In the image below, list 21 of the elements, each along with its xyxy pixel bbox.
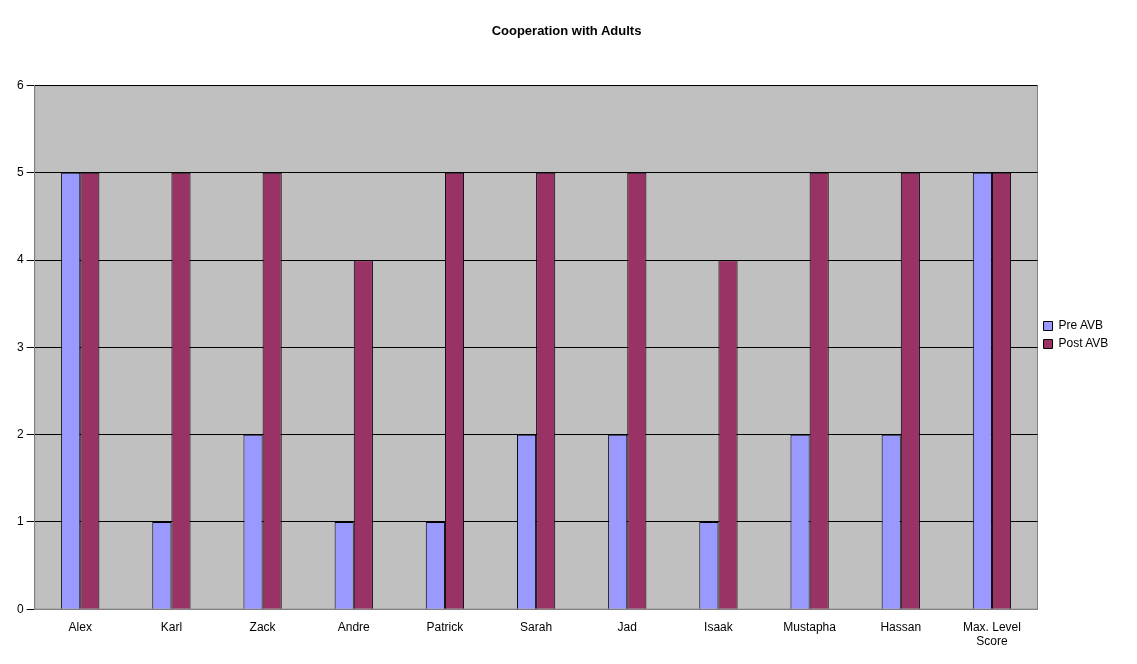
x-tick-label: Andre (337, 619, 371, 634)
x-tick-label: Jad (617, 619, 637, 634)
y-tick-label: 4 (16, 252, 24, 267)
x-tick-label: Isaak (704, 619, 734, 634)
y-tick-label: 3 (16, 339, 24, 354)
x-tick-label: Alex (68, 619, 92, 634)
y-tick-label: 5 (16, 165, 24, 180)
x-tick-label: Mustapha (783, 619, 837, 634)
y-tick-label: 1 (16, 514, 24, 529)
y-tick-label: 6 (16, 77, 24, 92)
x-tick-label: Max. Level Score (962, 619, 1021, 649)
x-tick-label: Patrick (426, 619, 465, 634)
x-tick-label: Karl (160, 619, 183, 634)
chart-title: Cooperation with Adults (491, 23, 642, 39)
x-tick-label: Sarah (520, 619, 553, 634)
legend-label: Post AVB (1058, 336, 1109, 351)
legend-label: Pre AVB (1058, 318, 1103, 333)
x-tick-label: Hassan (880, 619, 922, 634)
x-tick-label: Zack (249, 619, 277, 634)
y-tick-label: 2 (16, 426, 24, 441)
y-tick-label: 0 (16, 601, 24, 616)
